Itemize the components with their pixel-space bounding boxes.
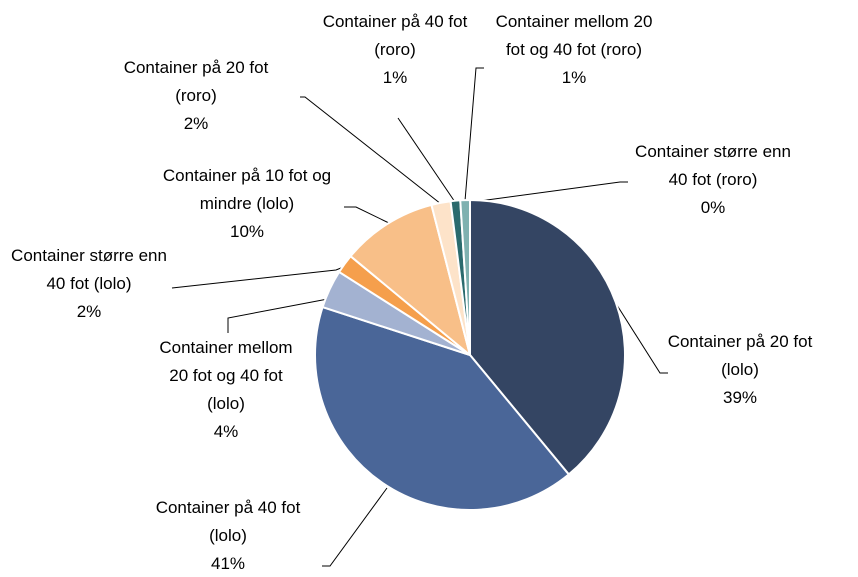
leader-line	[227, 297, 334, 333]
category-label: Container på 40 fot (roro)	[322, 12, 468, 59]
pie-slice	[314, 305, 571, 511]
slice-label: Container på 40 fot (lolo) 41%	[138, 494, 318, 577]
leader-line	[300, 96, 442, 205]
slice-label: Container på 10 fot og mindre (lolo) 10%	[152, 162, 342, 246]
leader-line	[471, 181, 628, 203]
slice-label: Container mellom 20 fot og 40 fot (lolo)…	[150, 334, 302, 446]
value-label: 39%	[722, 388, 758, 407]
leader-line	[171, 265, 347, 289]
slice-label: Container større enn 40 fot (lolo) 2%	[4, 242, 174, 326]
value-label: 1%	[561, 68, 587, 87]
category-label: Container på 40 fot (lolo)	[155, 498, 301, 545]
slice-label: Container på 40 fot (roro) 1%	[303, 8, 487, 92]
leader-line	[397, 117, 456, 203]
category-label: Container mellom 20 fot og 40 fot (lolo)	[159, 338, 293, 413]
category-label: Container større enn 40 fot (lolo)	[11, 246, 167, 293]
value-label: 2%	[76, 302, 102, 321]
category-label: Container større enn 40 fot (roro)	[635, 142, 791, 189]
value-label: 1%	[382, 68, 408, 87]
slice-label: Container på 20 fot (lolo) 39%	[650, 328, 830, 412]
value-label: 2%	[183, 114, 209, 133]
leader-line	[614, 301, 668, 374]
pie-slice	[469, 198, 626, 476]
category-label: Container på 20 fot (roro)	[123, 58, 269, 105]
value-label: 10%	[229, 222, 265, 241]
category-label: Container på 20 fot (lolo)	[667, 332, 813, 379]
slice-label: Container større enn 40 fot (roro) 0%	[628, 138, 798, 222]
leader-line	[322, 487, 388, 567]
slices	[314, 198, 626, 511]
value-label: 4%	[213, 422, 239, 441]
value-label: 0%	[700, 198, 726, 217]
value-label: 41%	[210, 554, 246, 573]
slice-label: Container på 20 fot (roro) 2%	[112, 54, 280, 138]
leader-line	[464, 67, 484, 202]
slice-label: Container mellom 20 fot og 40 fot (roro)…	[494, 8, 654, 92]
leader-line	[344, 206, 392, 225]
category-label: Container mellom 20 fot og 40 fot (roro)	[495, 12, 653, 59]
category-label: Container på 10 fot og mindre (lolo)	[162, 166, 332, 213]
